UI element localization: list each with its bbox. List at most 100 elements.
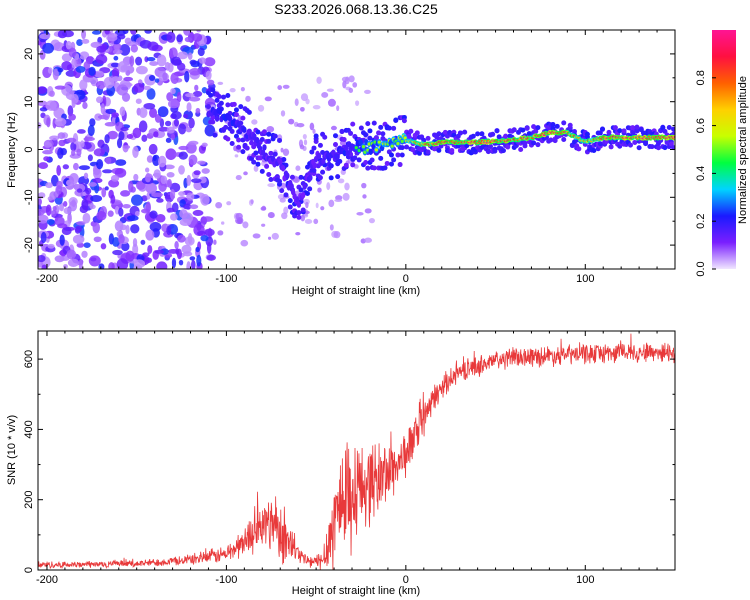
spectrogram-cell [627, 142, 633, 148]
spectrogram-cell [149, 61, 159, 66]
spectrogram-cell [505, 144, 511, 150]
spectrogram-cell [264, 96, 272, 102]
spectrogram-cell [69, 200, 78, 212]
spectrogram-cell [285, 172, 290, 179]
spectrogram-cell [296, 122, 305, 128]
spectrogram-cell [156, 54, 167, 67]
spectrogram-cell [367, 135, 373, 141]
spectrogram-cell [171, 257, 177, 269]
spectrogram-cell [206, 254, 216, 261]
spectrogram-cell [116, 137, 123, 149]
spectrogram-cell [189, 204, 199, 210]
spectrogram-cell [145, 229, 155, 241]
spectrogram-cell [204, 228, 215, 237]
spectrogram-cell [190, 178, 202, 184]
spectrogram-cell [56, 185, 62, 195]
spectrogram-cell [300, 93, 309, 102]
spectrogram-cell [99, 85, 105, 90]
colorbar-label: Normalized spectral amplitude [737, 76, 749, 224]
spectrogram-cell [367, 128, 373, 134]
spectrogram-y-tick-label: 10 [23, 96, 35, 108]
spectrogram-cell [272, 151, 278, 157]
spectrogram-cell [296, 201, 302, 208]
spectrogram-cell [550, 121, 556, 127]
spectrogram-cell [399, 152, 405, 158]
spectrogram-cell [166, 172, 175, 178]
spectrogram-cell [236, 121, 241, 128]
spectrogram-cell [485, 149, 491, 155]
spectrogram-cell [169, 213, 178, 221]
spectrogram-cell [210, 87, 216, 93]
spectrogram-cell [371, 165, 377, 171]
spectrogram-cell [554, 123, 560, 129]
spectrogram-cell [49, 191, 57, 201]
spectrogram-cell [196, 254, 202, 267]
spectrogram-cell [38, 214, 49, 224]
spectrogram-cell [251, 159, 257, 165]
spectrogram-cell [321, 91, 329, 98]
spectrogram-cell [234, 154, 239, 158]
spectrogram-cell [110, 174, 120, 182]
spectrogram-y-tick-label: 0 [23, 146, 35, 152]
spectrogram-cell [158, 126, 170, 132]
spectrogram-cell [425, 149, 431, 155]
spectrogram-cell [126, 133, 134, 139]
spectrogram-cell [118, 234, 125, 244]
spectrogram-cell [328, 163, 334, 169]
spectrogram-cell [39, 33, 51, 40]
spectrogram-cell [235, 212, 243, 220]
spectrogram-cell [39, 49, 46, 60]
spectrogram-cell [62, 164, 70, 170]
spectrogram-cell [187, 52, 193, 60]
snr-series-line [38, 333, 675, 570]
spectrogram-cell [552, 138, 558, 144]
spectrogram-cell [449, 147, 455, 153]
spectrogram-cell [488, 144, 494, 150]
spectrogram-cell [335, 174, 341, 180]
spectrogram-cell [339, 128, 345, 134]
spectrogram-cell [328, 199, 335, 208]
spectrogram-cell [76, 148, 82, 157]
spectrogram-cell [192, 33, 203, 42]
spectrogram-cell [38, 208, 45, 216]
spectrogram-cell [140, 239, 146, 245]
spectrogram-cell [141, 208, 150, 214]
spectrogram-cell [146, 56, 156, 62]
spectrogram-cell [133, 259, 146, 269]
spectrogram-y-tick-label: -20 [23, 237, 35, 253]
spectrogram-cell [76, 129, 86, 134]
snr-panel: -200 -100 0 100 0 200 400 600 Height of straigh… [6, 330, 676, 597]
spectrogram-cell [208, 92, 214, 98]
snr-y-label: SNR (10 * v/v) [6, 415, 18, 485]
spectrogram-cell [83, 242, 91, 248]
colorbar-tick-label: 0.8 [695, 70, 707, 85]
spectrogram-cell [123, 76, 133, 82]
spectrogram-cell [348, 130, 354, 136]
spectrogram-cell [257, 155, 263, 161]
spectrogram-cell [108, 262, 115, 269]
spectrogram-cell [218, 100, 224, 106]
spectrogram-cell [393, 117, 399, 123]
spectrogram-cell [160, 175, 168, 185]
spectrogram-cell [233, 107, 239, 113]
spectrogram-cell [240, 149, 246, 155]
spectrogram-cell [399, 145, 405, 151]
spectrogram-cell [217, 81, 224, 86]
spectrogram-cell [500, 148, 506, 154]
spectrogram-cell [326, 88, 334, 92]
spectrogram-cell [81, 198, 89, 211]
spectrogram-cell [226, 201, 232, 206]
spectrogram-cell [88, 255, 101, 267]
spectrogram-cell [348, 75, 355, 83]
spectrogram-cell [295, 165, 301, 171]
spectrogram-x-tick-label: 0 [403, 273, 409, 285]
spectrogram-cell [253, 165, 259, 172]
spectrogram-cell [195, 246, 200, 253]
spectrogram-cell [272, 133, 278, 139]
spectrogram-cell [341, 137, 347, 143]
spectrogram-cell [120, 241, 130, 252]
spectrogram-cell [185, 142, 197, 154]
spectrogram-cell [666, 124, 672, 130]
spectrogram-cell [111, 67, 120, 78]
spectrogram-cell [124, 37, 132, 45]
